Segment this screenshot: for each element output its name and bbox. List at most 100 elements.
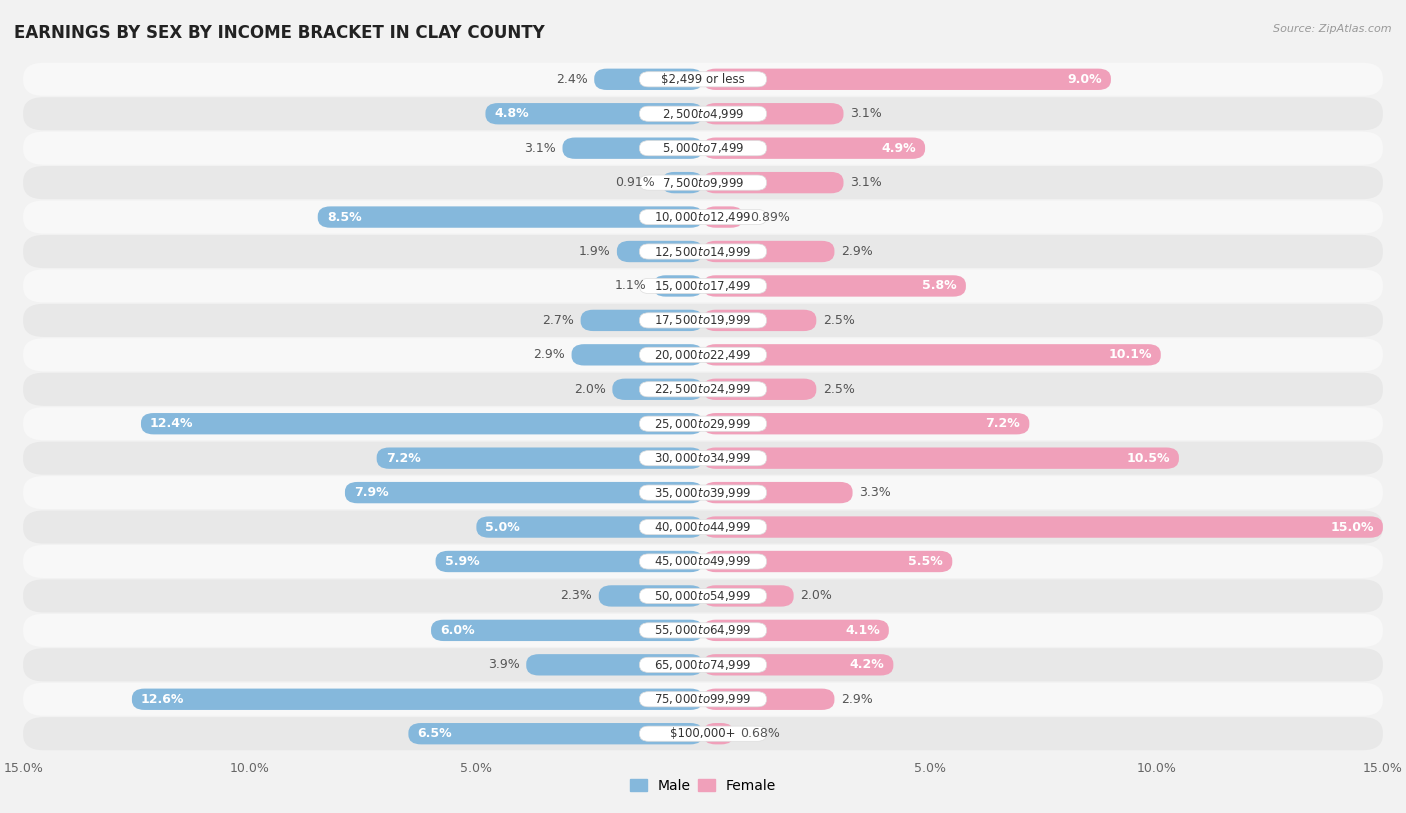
FancyBboxPatch shape <box>640 210 766 224</box>
FancyBboxPatch shape <box>22 441 1384 475</box>
Text: 7.2%: 7.2% <box>986 417 1021 430</box>
FancyBboxPatch shape <box>22 648 1384 681</box>
Text: 2.5%: 2.5% <box>823 383 855 396</box>
Text: $45,000 to $49,999: $45,000 to $49,999 <box>654 554 752 568</box>
FancyBboxPatch shape <box>703 172 844 193</box>
Text: 1.1%: 1.1% <box>614 280 647 293</box>
Text: 2.4%: 2.4% <box>555 73 588 86</box>
FancyBboxPatch shape <box>22 717 1384 750</box>
Text: $100,000+: $100,000+ <box>671 727 735 740</box>
Text: $65,000 to $74,999: $65,000 to $74,999 <box>654 658 752 672</box>
Text: $12,500 to $14,999: $12,500 to $14,999 <box>654 245 752 259</box>
Text: 3.1%: 3.1% <box>851 107 882 120</box>
FancyBboxPatch shape <box>703 482 852 503</box>
FancyBboxPatch shape <box>344 482 703 503</box>
Text: 2.5%: 2.5% <box>823 314 855 327</box>
Text: 8.5%: 8.5% <box>326 211 361 224</box>
Text: 1.9%: 1.9% <box>578 245 610 258</box>
FancyBboxPatch shape <box>617 241 703 262</box>
FancyBboxPatch shape <box>581 310 703 331</box>
FancyBboxPatch shape <box>22 269 1384 302</box>
FancyBboxPatch shape <box>640 657 766 672</box>
FancyBboxPatch shape <box>640 278 766 293</box>
Text: 2.0%: 2.0% <box>574 383 606 396</box>
Text: $2,500 to $4,999: $2,500 to $4,999 <box>662 107 744 121</box>
FancyBboxPatch shape <box>640 107 766 121</box>
FancyBboxPatch shape <box>318 207 703 228</box>
FancyBboxPatch shape <box>703 379 817 400</box>
Text: 5.0%: 5.0% <box>485 520 520 533</box>
FancyBboxPatch shape <box>703 103 844 124</box>
Text: 9.0%: 9.0% <box>1067 73 1102 86</box>
FancyBboxPatch shape <box>477 516 703 537</box>
Text: $5,000 to $7,499: $5,000 to $7,499 <box>662 141 744 155</box>
Text: 4.1%: 4.1% <box>845 624 880 637</box>
Text: $35,000 to $39,999: $35,000 to $39,999 <box>654 485 752 500</box>
Text: 4.9%: 4.9% <box>882 141 917 154</box>
FancyBboxPatch shape <box>703 723 734 745</box>
Text: 10.5%: 10.5% <box>1126 452 1170 465</box>
Text: 2.9%: 2.9% <box>533 348 565 361</box>
FancyBboxPatch shape <box>640 313 766 328</box>
FancyBboxPatch shape <box>703 137 925 159</box>
Text: EARNINGS BY SEX BY INCOME BRACKET IN CLAY COUNTY: EARNINGS BY SEX BY INCOME BRACKET IN CLA… <box>14 24 544 42</box>
FancyBboxPatch shape <box>562 137 703 159</box>
Text: 2.0%: 2.0% <box>800 589 832 602</box>
FancyBboxPatch shape <box>141 413 703 434</box>
FancyBboxPatch shape <box>640 623 766 638</box>
Text: $22,500 to $24,999: $22,500 to $24,999 <box>654 382 752 396</box>
Text: 5.9%: 5.9% <box>444 555 479 568</box>
Text: $10,000 to $12,499: $10,000 to $12,499 <box>654 210 752 224</box>
FancyBboxPatch shape <box>436 551 703 572</box>
Text: 3.1%: 3.1% <box>851 176 882 189</box>
Text: $55,000 to $64,999: $55,000 to $64,999 <box>654 624 752 637</box>
FancyBboxPatch shape <box>640 416 766 432</box>
FancyBboxPatch shape <box>703 344 1161 366</box>
Text: 0.89%: 0.89% <box>751 211 790 224</box>
FancyBboxPatch shape <box>22 338 1384 372</box>
FancyBboxPatch shape <box>703 207 744 228</box>
Text: 2.9%: 2.9% <box>841 693 873 706</box>
FancyBboxPatch shape <box>703 413 1029 434</box>
Text: 3.1%: 3.1% <box>524 141 555 154</box>
FancyBboxPatch shape <box>132 689 703 710</box>
FancyBboxPatch shape <box>526 654 703 676</box>
Text: 7.2%: 7.2% <box>385 452 420 465</box>
Text: $30,000 to $34,999: $30,000 to $34,999 <box>654 451 752 465</box>
Text: 3.3%: 3.3% <box>859 486 891 499</box>
FancyBboxPatch shape <box>640 347 766 363</box>
Text: $2,499 or less: $2,499 or less <box>661 73 745 86</box>
Text: 0.91%: 0.91% <box>616 176 655 189</box>
Legend: Male, Female: Male, Female <box>624 773 782 798</box>
Text: $15,000 to $17,499: $15,000 to $17,499 <box>654 279 752 293</box>
Text: 15.0%: 15.0% <box>1330 520 1374 533</box>
FancyBboxPatch shape <box>22 304 1384 337</box>
FancyBboxPatch shape <box>640 450 766 466</box>
FancyBboxPatch shape <box>640 554 766 569</box>
FancyBboxPatch shape <box>22 201 1384 233</box>
Text: 4.2%: 4.2% <box>849 659 884 672</box>
FancyBboxPatch shape <box>22 407 1384 441</box>
FancyBboxPatch shape <box>640 485 766 500</box>
FancyBboxPatch shape <box>22 580 1384 612</box>
Text: 2.9%: 2.9% <box>841 245 873 258</box>
Text: 12.6%: 12.6% <box>141 693 184 706</box>
FancyBboxPatch shape <box>640 692 766 706</box>
FancyBboxPatch shape <box>22 132 1384 165</box>
Text: 5.8%: 5.8% <box>922 280 957 293</box>
Text: 7.9%: 7.9% <box>354 486 388 499</box>
FancyBboxPatch shape <box>703 620 889 641</box>
FancyBboxPatch shape <box>572 344 703 366</box>
FancyBboxPatch shape <box>22 614 1384 647</box>
FancyBboxPatch shape <box>432 620 703 641</box>
FancyBboxPatch shape <box>599 585 703 606</box>
FancyBboxPatch shape <box>640 381 766 397</box>
FancyBboxPatch shape <box>703 241 834 262</box>
FancyBboxPatch shape <box>640 589 766 603</box>
FancyBboxPatch shape <box>662 172 703 193</box>
FancyBboxPatch shape <box>640 72 766 87</box>
FancyBboxPatch shape <box>22 235 1384 268</box>
Text: 2.7%: 2.7% <box>541 314 574 327</box>
FancyBboxPatch shape <box>703 276 966 297</box>
FancyBboxPatch shape <box>22 372 1384 406</box>
